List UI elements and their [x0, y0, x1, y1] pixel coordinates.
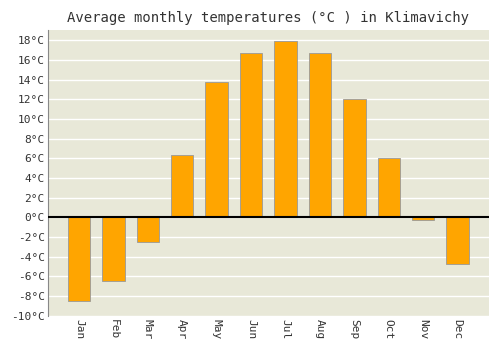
Bar	[102, 217, 124, 281]
Bar	[446, 217, 469, 264]
Bar	[274, 41, 296, 217]
Bar	[308, 53, 331, 217]
Bar	[240, 53, 262, 217]
Bar	[68, 217, 90, 301]
Bar	[136, 217, 159, 242]
Bar	[378, 159, 400, 217]
Bar	[206, 82, 228, 217]
Bar	[412, 217, 434, 220]
Bar	[343, 99, 365, 217]
Title: Average monthly temperatures (°C ) in Klimavichy: Average monthly temperatures (°C ) in Kl…	[68, 11, 469, 25]
Bar	[171, 155, 194, 217]
